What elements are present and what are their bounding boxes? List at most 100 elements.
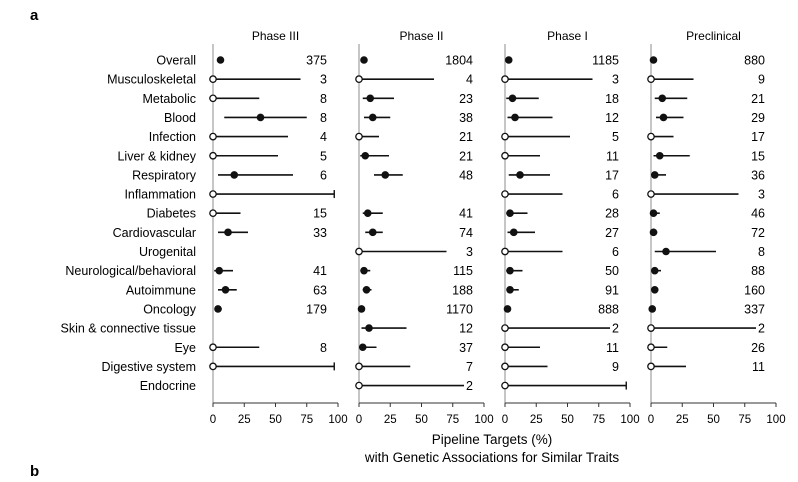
point-marker <box>355 247 363 256</box>
point-marker <box>649 228 658 237</box>
panel-3: Preclinical 0 25 50 75 100 880 9 21 29 17 15 36 3 46 72… <box>647 29 786 426</box>
point-marker <box>647 324 655 332</box>
point-marker <box>360 56 368 64</box>
point-marker <box>649 56 658 64</box>
point-marker <box>355 75 363 84</box>
point-marker <box>511 113 519 122</box>
point-marker <box>361 151 370 160</box>
point-marker <box>650 171 659 179</box>
point-marker <box>647 362 655 371</box>
x-tick-label: 25 <box>530 414 543 426</box>
point-marker <box>215 266 224 275</box>
count-label: 5 <box>320 149 327 163</box>
count-label: 337 <box>744 302 765 316</box>
x-tick-label: 0 <box>356 414 362 426</box>
count-label: 3 <box>758 188 765 202</box>
point-marker <box>209 190 217 198</box>
count-label: 88 <box>751 264 765 278</box>
x-tick-label: 0 <box>210 414 216 426</box>
x-axis-label-line1: Pipeline Targets (%) <box>432 432 553 447</box>
point-marker <box>209 132 217 141</box>
point-marker <box>501 132 509 141</box>
count-label: 5 <box>612 130 619 144</box>
point-marker <box>506 286 514 294</box>
point-marker <box>506 209 514 217</box>
count-label: 9 <box>758 73 765 87</box>
point-marker <box>355 362 363 371</box>
count-label: 880 <box>744 54 765 68</box>
x-tick-label: 100 <box>474 414 493 426</box>
category-label: Eye <box>174 341 196 355</box>
x-tick-label: 50 <box>269 414 282 426</box>
point-marker <box>501 324 509 332</box>
panel-letter-b: b <box>30 463 39 480</box>
panel-0: Phase III 0 25 50 75 100 375 3 8 8 4 5 6 15 33 41 63 179 8 <box>209 29 348 426</box>
count-label: 9 <box>612 360 619 374</box>
point-marker <box>381 171 390 179</box>
category-label: Overall <box>156 54 196 68</box>
count-label: 3 <box>612 73 619 87</box>
category-label: Diabetes <box>147 207 196 221</box>
count-label: 11 <box>606 341 619 355</box>
count-label: 38 <box>459 111 473 125</box>
count-label: 72 <box>751 226 765 240</box>
x-tick-label: 25 <box>384 414 397 426</box>
point-marker <box>504 56 513 64</box>
point-marker <box>209 362 217 371</box>
count-label: 8 <box>320 111 327 125</box>
count-label: 1170 <box>446 302 473 316</box>
category-label: Liver & kidney <box>117 149 196 163</box>
count-label: 888 <box>598 302 619 316</box>
count-label: 17 <box>751 130 765 144</box>
x-tick-label: 100 <box>328 414 347 426</box>
count-label: 2 <box>612 322 619 336</box>
point-marker <box>216 56 225 64</box>
count-label: 91 <box>605 283 619 297</box>
x-tick-label: 50 <box>415 414 428 426</box>
category-labels: Overall Musculoskeletal Metabolic Blood Infe… <box>61 54 197 394</box>
count-label: 8 <box>320 92 327 106</box>
point-marker <box>516 171 524 179</box>
point-marker <box>647 190 655 198</box>
point-marker <box>501 362 509 371</box>
point-marker <box>355 381 363 390</box>
x-tick-label: 75 <box>738 414 751 426</box>
count-label: 12 <box>459 322 473 336</box>
x-tick-label: 75 <box>592 414 605 426</box>
point-marker <box>209 209 217 218</box>
point-marker <box>214 305 222 313</box>
count-label: 3 <box>466 245 473 259</box>
category-label: Oncology <box>143 302 197 316</box>
point-marker <box>650 266 659 275</box>
x-axis-label-line2: with Genetic Associations for Similar Tr… <box>364 450 620 465</box>
point-marker <box>650 286 659 294</box>
category-label: Metabolic <box>143 92 197 106</box>
x-tick-label: 25 <box>676 414 689 426</box>
category-label: Musculoskeletal <box>107 73 196 87</box>
point-marker <box>368 113 377 122</box>
panel-title: Phase I <box>547 29 588 43</box>
count-label: 23 <box>459 92 473 106</box>
point-marker <box>366 94 375 103</box>
x-tick-label: 100 <box>620 414 639 426</box>
point-marker <box>658 94 667 103</box>
count-label: 18 <box>605 92 619 106</box>
x-tick-label: 50 <box>707 414 720 426</box>
panel-letter-a: a <box>30 7 39 24</box>
category-label: Skin & connective tissue <box>61 322 197 336</box>
category-label: Respiratory <box>132 168 197 182</box>
point-marker <box>362 286 371 294</box>
point-marker <box>501 190 509 198</box>
x-tick-label: 75 <box>446 414 459 426</box>
count-label: 2 <box>758 322 765 336</box>
count-label: 8 <box>758 245 765 259</box>
count-label: 41 <box>459 207 473 221</box>
point-marker <box>501 247 509 256</box>
count-label: 115 <box>453 264 473 278</box>
count-label: 33 <box>313 226 327 240</box>
count-label: 41 <box>313 264 327 278</box>
count-label: 26 <box>751 341 765 355</box>
count-label: 188 <box>452 283 473 297</box>
